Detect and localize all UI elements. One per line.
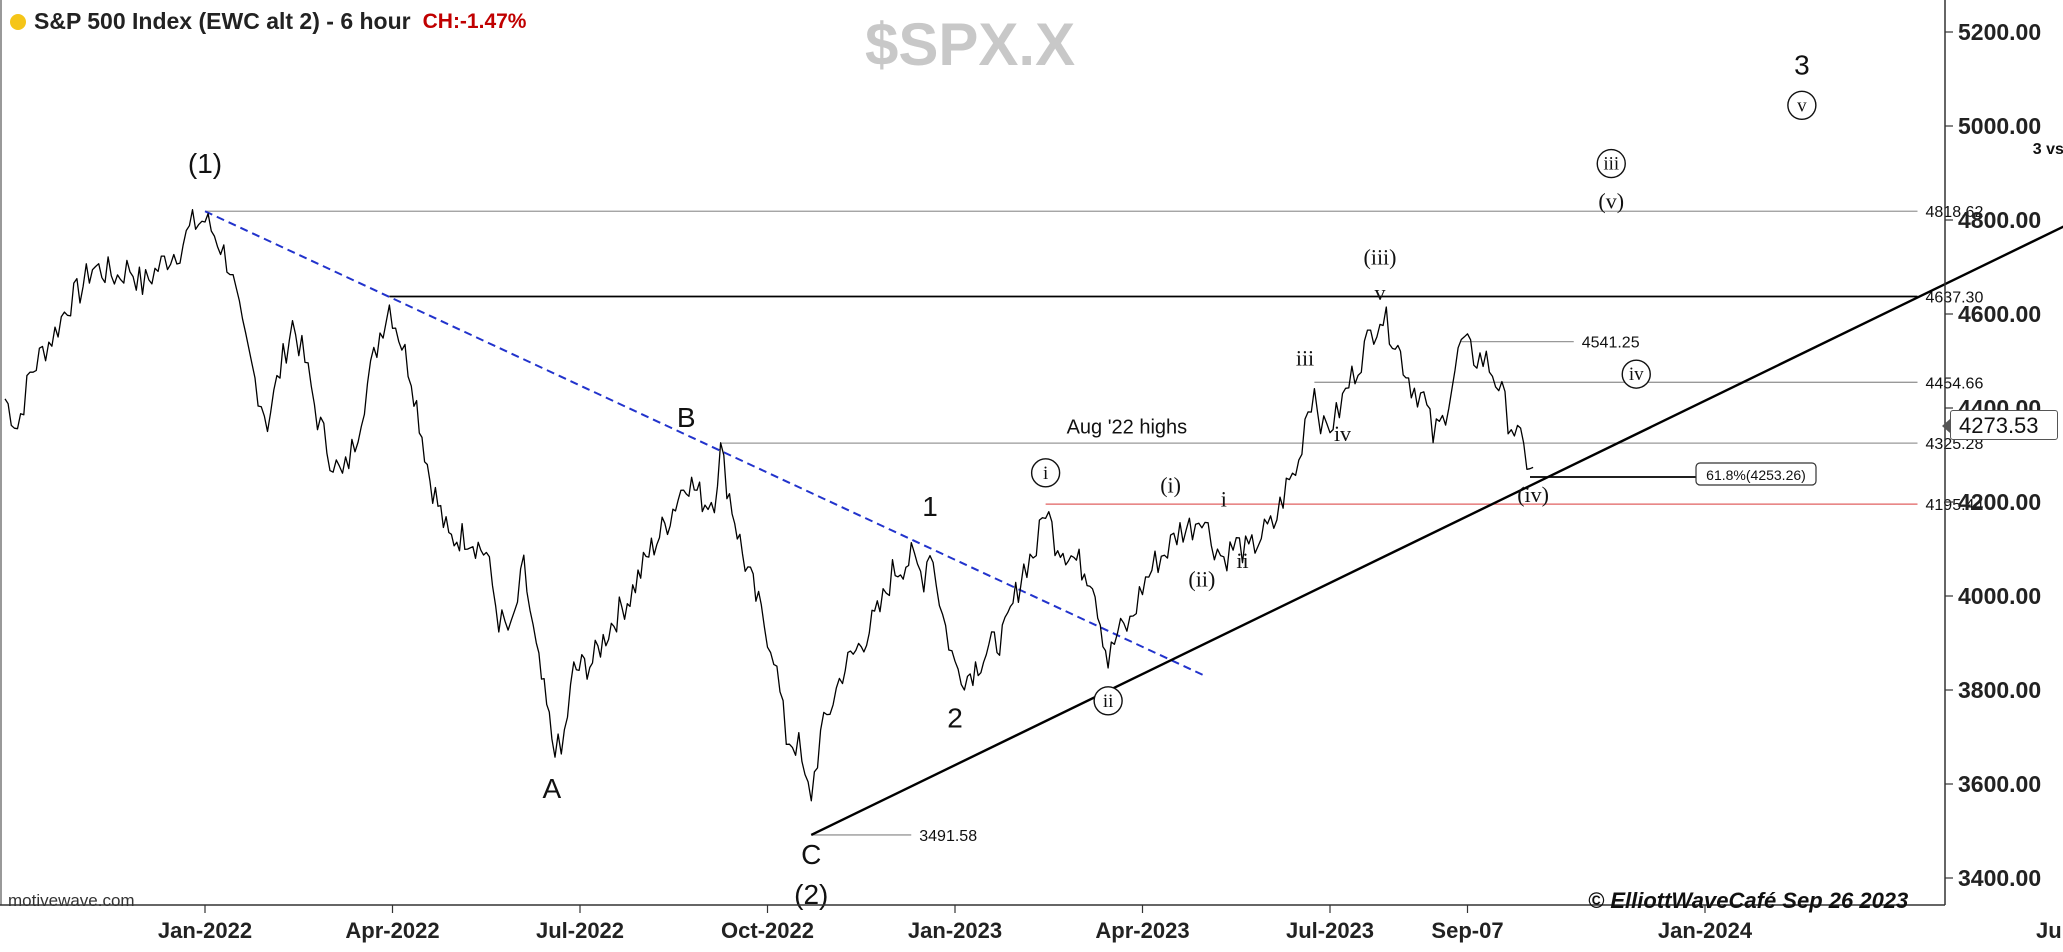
x-tick-label: Jul-2022 [536, 918, 624, 943]
change-percent: CH:-1.47% [422, 9, 527, 33]
trendline-support [810, 225, 2063, 837]
wave-label: B [677, 402, 696, 433]
symbol-watermark: $SPX.X [865, 11, 1076, 78]
y-tick-label: 4200.00 [1958, 489, 2041, 515]
x-tick-label: Sep-07 [1431, 918, 1503, 943]
wave-label: 2 [947, 703, 963, 734]
x-tick-label: Apr-2022 [345, 918, 439, 943]
wave-label: C [801, 839, 821, 870]
wave-label: iv [1334, 421, 1351, 446]
wave-label: (ii) [1188, 567, 1215, 592]
wave-label-circled: iv [1629, 364, 1644, 385]
wave-circle [1596, 148, 1626, 179]
wave-label: iii [1296, 346, 1314, 371]
wave-label: 3 vs 1 [2033, 141, 2063, 158]
wave-label: 3 [1794, 49, 1810, 80]
y-tick-label: 3400.00 [1958, 865, 2041, 891]
x-tick-label: Apr-2023 [1095, 918, 1189, 943]
wave-label: v [1375, 280, 1386, 305]
y-tick-label: 3600.00 [1958, 771, 2041, 797]
wave-label-circled: ii [1103, 691, 1114, 712]
x-tick-label: Jan-2023 [908, 918, 1002, 943]
wave-label-circled: i [1043, 463, 1048, 484]
wave-label: 1 [922, 491, 938, 522]
y-tick-label: 5000.00 [1958, 113, 2041, 139]
wave-label-circled: iii [1603, 154, 1619, 175]
fib-level-box [1695, 462, 1817, 486]
y-tick-label: 5200.00 [1958, 19, 2041, 45]
wave-circle [1093, 686, 1123, 716]
level-label: 4818.62 [1926, 204, 1984, 221]
y-tick-label: 4600.00 [1958, 301, 2041, 327]
wave-label: (i) [1160, 473, 1181, 498]
level-label: 4637.30 [1926, 289, 1984, 306]
wave-label: (iv) [1517, 482, 1549, 507]
x-tick-label: Jul-2023 [1286, 918, 1374, 943]
y-tick-label: 4800.00 [1958, 207, 2041, 233]
last-price-marker: 4273.53 [1942, 410, 2058, 440]
level-label: 4541.25 [1582, 335, 1640, 352]
y-tick-label: 3800.00 [1958, 677, 2041, 703]
wave-label-circled: v [1797, 95, 1807, 116]
wave-circle [1030, 458, 1061, 488]
level-label: 3491.58 [919, 828, 977, 845]
x-tick-label: Jan-2022 [158, 918, 252, 943]
wave-label: ii [1236, 548, 1248, 573]
x-tick-label: Oct-2022 [721, 918, 814, 943]
wave-label: Aug '22 highs [1067, 416, 1188, 438]
trendline-blue-dashed [204, 210, 1206, 677]
wave-label: (1) [188, 148, 222, 179]
y-tick-label: 4000.00 [1958, 583, 2041, 609]
wave-label: (iii) [1364, 245, 1397, 270]
fib-level-label: 61.8%(4253.26) [1706, 467, 1806, 483]
wave-circle [1621, 359, 1651, 389]
x-tick-label: Jan-2024 [1658, 918, 1753, 943]
wave-label: A [543, 773, 562, 804]
chart-header: S&P 500 Index (EWC alt 2) - 6 hour CH:-1… [10, 8, 526, 35]
wave-circle [1787, 90, 1817, 121]
level-label: 4195.44 [1926, 497, 1984, 514]
copyright-label: © ElliottWaveCafé Sep 26 2023 [1588, 888, 1909, 913]
chart-title: S&P 500 Index (EWC alt 2) - 6 hour [34, 8, 411, 34]
level-label: 4325.28 [1926, 436, 1984, 453]
wave-label: (v) [1598, 188, 1624, 213]
wave-label: i [1221, 487, 1227, 512]
level-label: 4454.66 [1926, 375, 1984, 392]
x-tick-label: Jul-2024 [2036, 918, 2063, 943]
price-series-line [4, 209, 1534, 802]
source-label: motivewave.com [8, 891, 135, 910]
status-dot-icon [10, 13, 26, 30]
